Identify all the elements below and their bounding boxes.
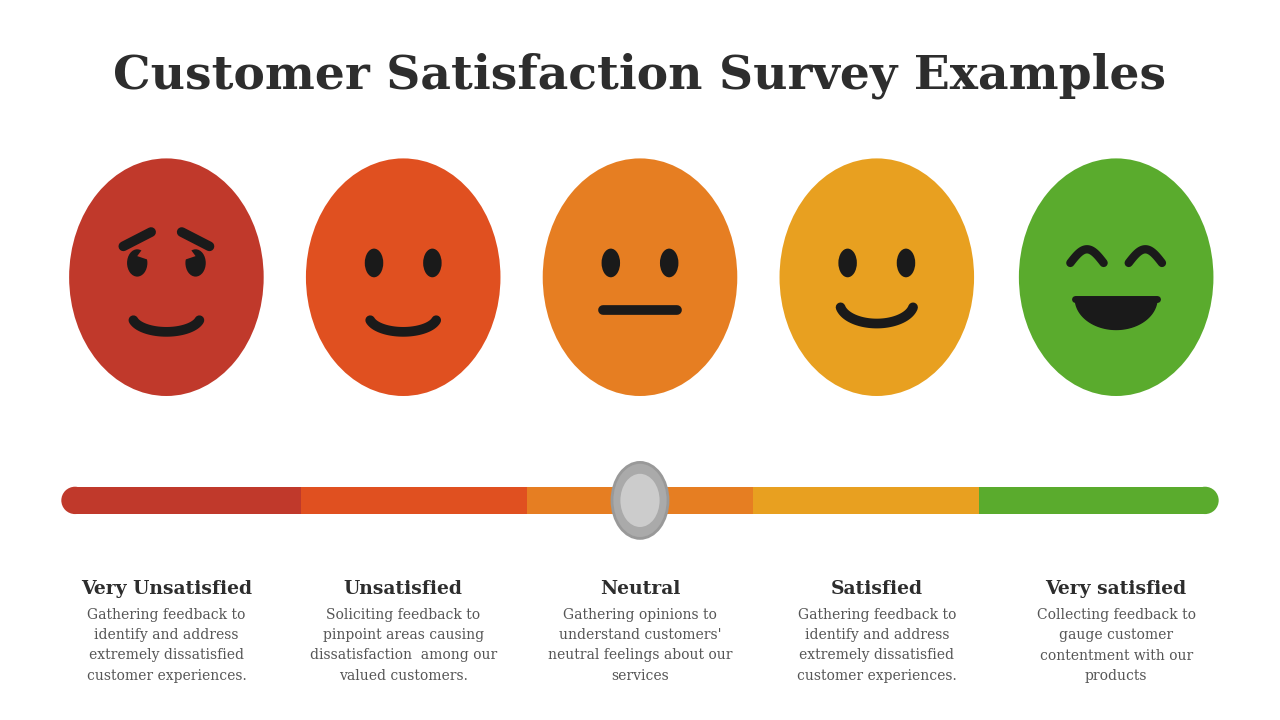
Ellipse shape — [838, 248, 856, 277]
Ellipse shape — [1192, 487, 1219, 514]
Text: Satisfied: Satisfied — [831, 580, 923, 598]
Text: Neutral: Neutral — [600, 580, 680, 598]
Ellipse shape — [660, 248, 678, 277]
Ellipse shape — [1019, 158, 1213, 396]
Polygon shape — [137, 229, 157, 263]
Text: Customer Satisfaction Survey Examples: Customer Satisfaction Survey Examples — [114, 53, 1166, 99]
Text: Soliciting feedback to
pinpoint areas causing
dissatisfaction  among our
valued : Soliciting feedback to pinpoint areas ca… — [310, 608, 497, 683]
Ellipse shape — [602, 248, 620, 277]
Ellipse shape — [61, 487, 88, 514]
Polygon shape — [1075, 299, 1157, 330]
Bar — [979, 487, 1204, 514]
Text: Gathering feedback to
identify and address
extremely dissatisfied
customer exper: Gathering feedback to identify and addre… — [87, 608, 246, 683]
Text: Gathering feedback to
identify and address
extremely dissatisfied
customer exper: Gathering feedback to identify and addre… — [797, 608, 956, 683]
Text: Collecting feedback to
gauge customer
contentment with our
products: Collecting feedback to gauge customer co… — [1037, 608, 1196, 683]
Ellipse shape — [780, 158, 974, 396]
Ellipse shape — [543, 158, 737, 396]
Text: Very Unsatisfied: Very Unsatisfied — [81, 580, 252, 598]
Ellipse shape — [365, 248, 383, 277]
Ellipse shape — [186, 249, 206, 276]
Ellipse shape — [897, 248, 915, 277]
Ellipse shape — [621, 474, 659, 527]
Bar — [301, 487, 527, 514]
Ellipse shape — [612, 462, 668, 539]
Ellipse shape — [306, 158, 500, 396]
Text: Very satisfied: Very satisfied — [1046, 580, 1187, 598]
Ellipse shape — [127, 249, 147, 276]
Ellipse shape — [424, 248, 442, 277]
Ellipse shape — [69, 158, 264, 396]
Text: Unsatisfied: Unsatisfied — [344, 580, 462, 598]
Bar — [753, 487, 979, 514]
Bar — [76, 487, 301, 514]
Bar — [527, 487, 753, 514]
Text: Gathering opinions to
understand customers'
neutral feelings about our
services: Gathering opinions to understand custome… — [548, 608, 732, 683]
Polygon shape — [175, 229, 196, 263]
